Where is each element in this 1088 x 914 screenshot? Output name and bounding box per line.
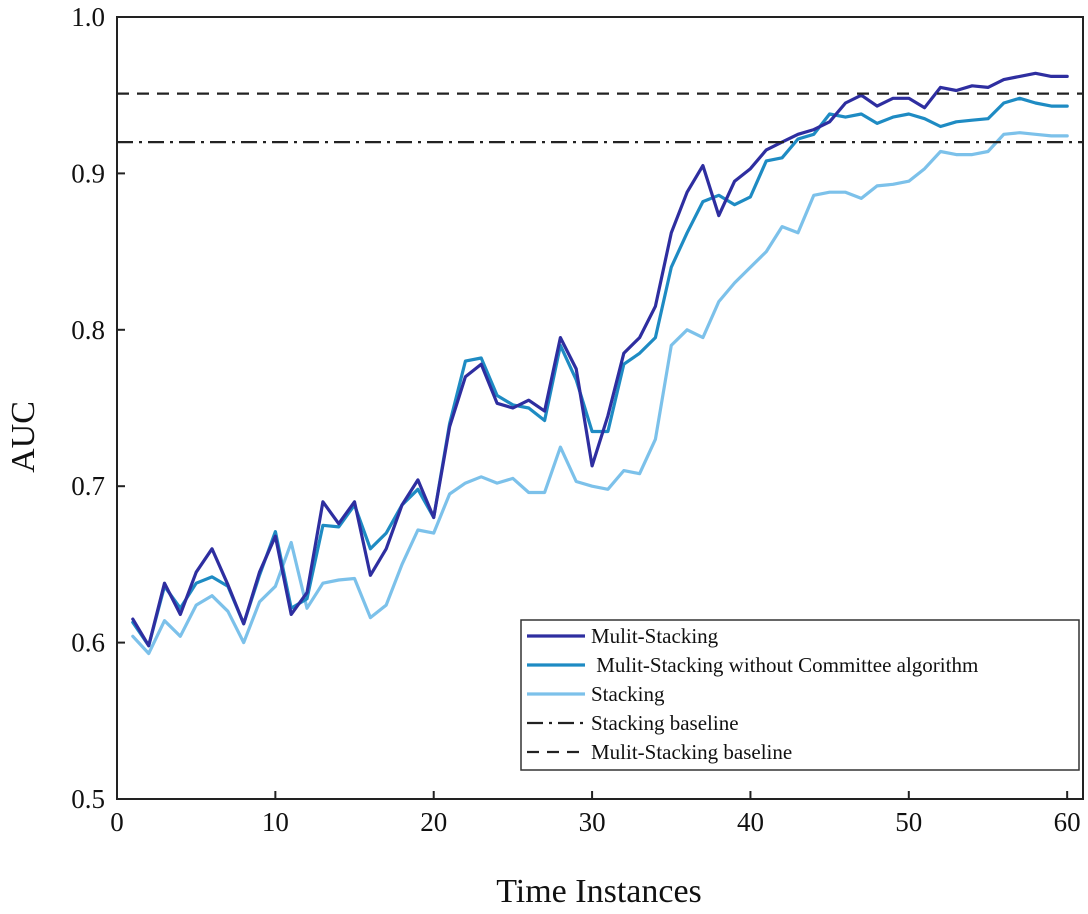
plot-area-frame xyxy=(116,16,1084,800)
y-tick-label: 0.5 xyxy=(71,784,105,814)
legend-label: Mulit-Stacking without Committee algorit… xyxy=(591,653,978,677)
y-tick-label: 0.8 xyxy=(71,315,105,345)
y-tick-label: 0.9 xyxy=(71,158,105,188)
x-tick-label: 30 xyxy=(579,807,606,837)
x-tick-label: 20 xyxy=(420,807,447,837)
x-tick-label: 0 xyxy=(110,807,124,837)
legend-label: Stacking xyxy=(591,682,665,706)
x-tick-label: 50 xyxy=(895,807,922,837)
legend-label: Stacking baseline xyxy=(591,711,739,735)
legend-box xyxy=(520,619,1080,771)
series-line-mulit-stacking-without-committee-algorithm xyxy=(131,96,1069,648)
legend-label: Mulit-Stacking baseline xyxy=(591,740,792,764)
series-line-mulit-stacking xyxy=(131,71,1069,648)
series-line-stacking xyxy=(131,131,1069,656)
x-tick-label: 40 xyxy=(737,807,764,837)
x-tick-label: 10 xyxy=(262,807,289,837)
y-tick-label: 0.6 xyxy=(71,628,105,658)
y-tick-label: 0.7 xyxy=(71,471,105,501)
x-axis-title: Time Instances xyxy=(496,873,702,910)
x-tick-label: 60 xyxy=(1054,807,1081,837)
legend-label: Mulit-Stacking xyxy=(591,624,719,648)
y-tick-label: 1.0 xyxy=(71,2,105,32)
y-axis-title: AUC xyxy=(5,401,42,473)
